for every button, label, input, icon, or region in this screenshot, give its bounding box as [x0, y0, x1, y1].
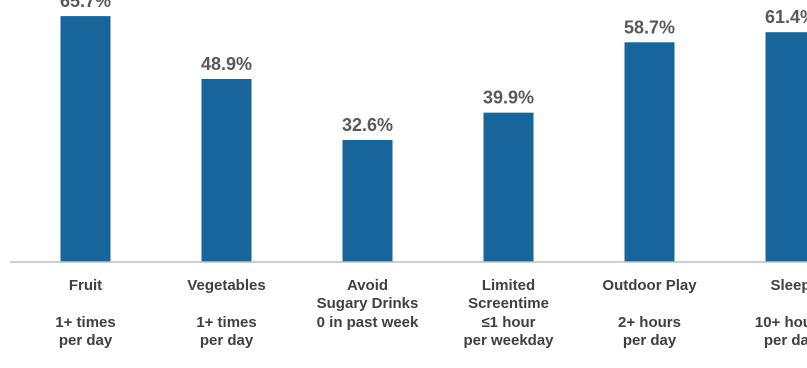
value-label-2: 32.6% [342, 115, 393, 135]
category-detail-4: 2+ hours per day [618, 314, 681, 349]
category-name-0: Fruit [68, 277, 103, 294]
category-name-4: Outdoor Play [602, 277, 697, 294]
bar-3 [483, 112, 534, 262]
category-detail-3: ≤1 hour per weekday [463, 314, 554, 349]
category-name-5: Sleep [770, 277, 807, 294]
category-detail-1: 1+ times per day [196, 314, 257, 349]
category-detail-5: 10+ hours per day [754, 314, 807, 349]
category-detail-0: 1+ times per day [55, 314, 116, 349]
bar-1 [201, 78, 252, 262]
value-labels-group: 65.7% 48.9% 32.6% 39.9% 58.7% 61.4% [60, 0, 807, 135]
value-label-0: 65.7% [60, 0, 111, 11]
category-name-2: Avoid Sugary Drinks [316, 277, 419, 312]
value-label-1: 48.9% [201, 54, 252, 74]
bar-4 [624, 42, 675, 263]
category-label-4: Outdoor Play 2+ hours per day [575, 277, 725, 349]
bar-2 [342, 139, 393, 262]
bars-group [60, 16, 807, 263]
value-label-3: 39.9% [483, 88, 534, 108]
category-label-1: Vegetables 1+ times per day [152, 277, 302, 349]
category-name-1: Vegetables [187, 277, 266, 294]
value-label-5: 61.4% [765, 7, 807, 27]
bar-5 [765, 32, 807, 263]
value-label-4: 58.7% [624, 17, 675, 37]
category-label-2: Avoid Sugary Drinks 0 in past week [293, 277, 443, 331]
category-label-3: Limited Screentime ≤1 hour per weekday [434, 277, 584, 349]
category-detail-2: 0 in past week [316, 314, 419, 331]
category-label-5: Sleep 10+ hours per day [716, 277, 807, 349]
category-label-0: Fruit 1+ times per day [11, 277, 161, 349]
bar-0 [60, 16, 111, 263]
category-name-3: Limited Screentime [468, 277, 549, 312]
